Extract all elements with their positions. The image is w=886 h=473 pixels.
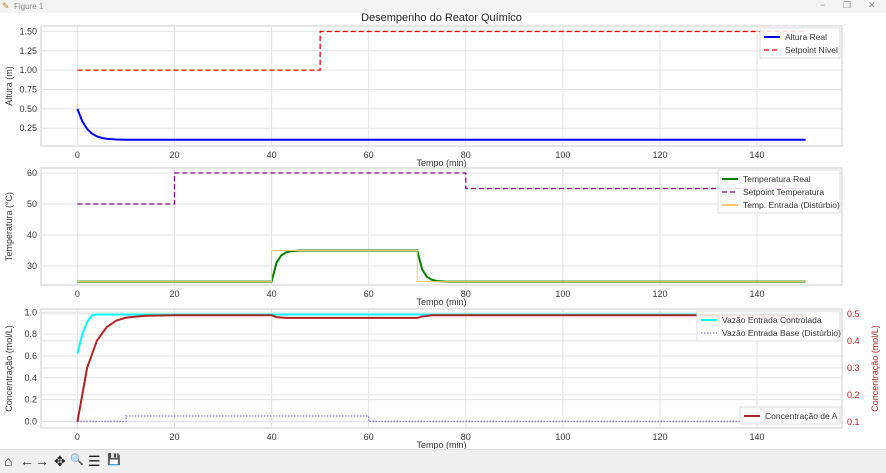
y-right-tick-label: 0.5 <box>847 309 860 319</box>
x-tick-label: 120 <box>652 289 667 299</box>
chart-title: Desempenho do Reator Químico <box>361 12 522 24</box>
y-tick-label: 0.50 <box>19 104 37 114</box>
pan-icon[interactable]: ✥ <box>54 453 66 469</box>
y-right-tick-label: 0.1 <box>847 417 860 427</box>
y-right-tick-label: 0.4 <box>847 336 860 346</box>
x-tick-label: 0 <box>75 150 80 160</box>
legend-entry: Vazão Entrada Controlada <box>722 315 822 325</box>
legend-box <box>696 310 841 342</box>
forward-icon[interactable]: → <box>35 453 49 469</box>
y-tick-label: 0.0 <box>24 416 37 426</box>
home-icon[interactable]: ⌂ <box>4 453 13 469</box>
configure-icon[interactable]: ☰ <box>88 453 101 469</box>
legend-entry: Temperatura Real <box>743 174 811 184</box>
x-tick-label: 100 <box>555 432 570 442</box>
x-tick-label: 80 <box>461 432 471 442</box>
y-axis-label: Altura (m) <box>4 66 14 106</box>
x-tick-label: 60 <box>364 289 374 299</box>
x-tick-label: 0 <box>75 289 80 299</box>
legend-entry: Setpoint Nível <box>785 45 838 55</box>
x-axis-label: Tempo (min) <box>416 440 466 449</box>
save-icon[interactable]: 💾 <box>107 454 121 466</box>
legend: Altura Real Setpoint Nível <box>759 27 841 59</box>
x-tick-label: 100 <box>555 150 570 160</box>
y-tick-label: 50 <box>27 199 37 209</box>
x-tick-label: 40 <box>267 289 277 299</box>
legend-entry: Setpoint Temperatura <box>743 187 824 197</box>
x-tick-label: 140 <box>750 432 765 442</box>
x-tick-label: 0 <box>75 432 80 442</box>
y-tick-label: 0.75 <box>19 84 37 94</box>
y-right-axis-label: Concentração (mol/L) <box>870 325 880 412</box>
legend: Temperatura Real Setpoint Temperatura Temp… <box>717 169 841 214</box>
legend-entry: Temp. Entrada (Distúrbio) <box>743 200 840 210</box>
y-tick-label: 1.0 <box>24 307 37 317</box>
y-right-tick-label: 0.2 <box>847 390 860 400</box>
zoom-icon[interactable]: 🔍 <box>70 454 84 466</box>
maximize-button[interactable]: ❐ <box>843 0 852 10</box>
close-button[interactable]: ✕ <box>868 0 876 10</box>
y-axis-label: Concentração (mol/L) <box>4 325 14 412</box>
y-tick-label: 40 <box>27 230 37 240</box>
x-tick-label: 20 <box>169 150 179 160</box>
x-tick-label: 40 <box>267 150 277 160</box>
legend-box <box>739 406 841 425</box>
x-axis-label: Tempo (min) <box>416 158 466 168</box>
series-line-temp-entrada-dist-rbio- <box>77 250 806 283</box>
y-tick-label: 0.8 <box>24 329 37 339</box>
toolbar: ⌂ ← → ✥ 🔍 ☰ 💾 <box>0 449 886 473</box>
legend-box <box>759 27 841 59</box>
series-line-setpoint-temperatura <box>77 172 806 205</box>
x-tick-label: 40 <box>267 432 277 442</box>
axes-1: 0 20 40 60 80 100 120 140 0.25 0.50 0.75 1.00 1.25 1.… <box>4 12 843 168</box>
y-right-tick-label: 0.3 <box>847 363 860 373</box>
y-tick-label: 0.6 <box>24 351 37 361</box>
x-tick-label: 20 <box>169 289 179 299</box>
x-tick-label: 140 <box>750 289 765 299</box>
legend: Vazão Entrada Controlada Vazão Entrada Ba… <box>696 310 841 342</box>
axes-2: 0 20 40 60 80 100 120 140 30 40 50 60 Tempo (min) Tem… <box>4 167 843 307</box>
series-line-concentra-o-de-a <box>76 314 806 422</box>
axes-3: 0 20 40 60 80 100 120 140 0.0 0.2 0.4 0.6 0.8 1.0 0.1 0… <box>4 307 880 449</box>
y-tick-label: 1.25 <box>19 46 37 56</box>
x-tick-label: 120 <box>652 150 667 160</box>
minimize-button[interactable]: − <box>820 0 826 10</box>
x-tick-label: 100 <box>555 289 570 299</box>
legend-box <box>717 169 841 214</box>
x-tick-label: 120 <box>652 432 667 442</box>
y-tick-label: 60 <box>27 168 37 178</box>
title-bar: ✎ Figure 1 − ❐ ✕ <box>0 0 886 13</box>
x-tick-label: 140 <box>750 150 765 160</box>
series-line-altura-real <box>76 108 806 141</box>
back-icon[interactable]: ← <box>20 453 34 469</box>
app-icon: ✎ <box>2 1 10 11</box>
window-title: Figure 1 <box>14 2 44 11</box>
legend-entry: Altura Real <box>785 32 827 42</box>
series-line-vaz-o-entrada-base-dist-rbio- <box>77 415 806 423</box>
x-tick-label: 60 <box>364 150 374 160</box>
y-tick-label: 0.2 <box>24 395 37 405</box>
y-tick-label: 1.50 <box>19 26 37 36</box>
y-axis-label: Temperatura (°C) <box>4 192 14 261</box>
series-line-setpoint-n-vel <box>77 30 806 71</box>
y-tick-label: 0.25 <box>19 123 37 133</box>
legend-entry: Vazão Entrada Base (Distúrbio) <box>722 328 841 338</box>
x-tick-label: 20 <box>169 432 179 442</box>
figure: 0 20 40 60 80 100 120 1400.250.500.751.001.251.… <box>4 12 880 449</box>
x-tick-label: 80 <box>461 150 471 160</box>
x-tick-label: 60 <box>364 432 374 442</box>
legend-entry: Concentração de A <box>765 411 838 421</box>
x-tick-label: 80 <box>461 289 471 299</box>
x-axis-label: Tempo (min) <box>416 297 466 307</box>
legend: Concentração de A <box>739 406 841 425</box>
y-tick-label: 30 <box>27 261 37 271</box>
y-tick-label: 1.00 <box>19 65 37 75</box>
y-tick-label: 0.4 <box>24 373 37 383</box>
